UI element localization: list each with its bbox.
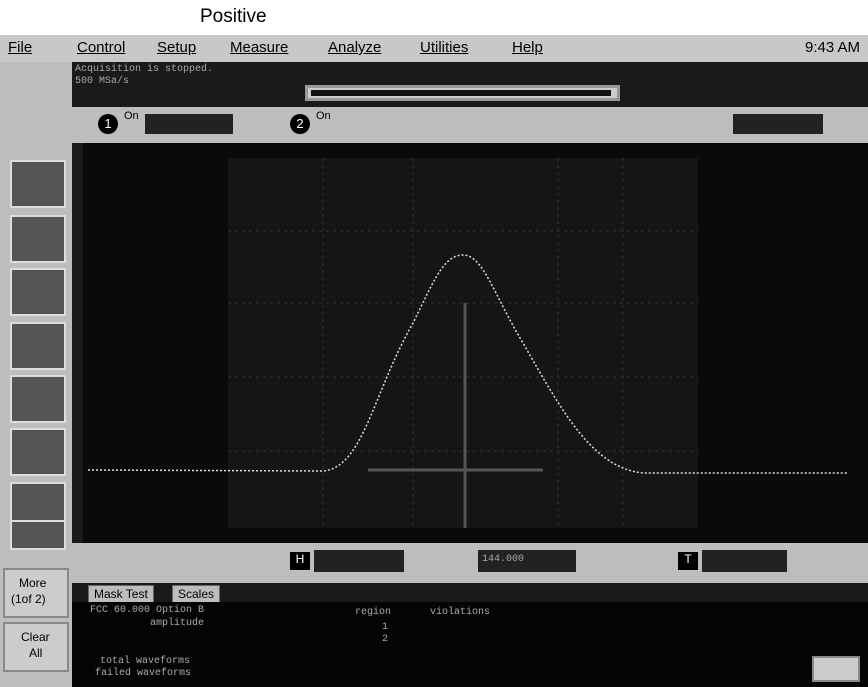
text: failed waveforms (95, 668, 192, 679)
run-stop[interactable] (812, 656, 860, 682)
h-label: H (290, 552, 310, 570)
text: 1 (382, 622, 389, 633)
trigger-field (733, 114, 823, 134)
label: (1of 2) (11, 592, 46, 606)
menu-item[interactable]: Analyze (328, 39, 382, 56)
channel-2[interactable]: 2 (290, 114, 310, 134)
tool-button[interactable] (10, 160, 66, 208)
delay-field[interactable]: 144.000 (478, 550, 576, 572)
h-field (314, 550, 404, 572)
t-label: T (678, 552, 698, 570)
title: Positive (200, 6, 267, 27)
menu-item[interactable]: Control (77, 39, 126, 56)
label: All (29, 646, 43, 660)
menu-item[interactable]: Utilities (420, 39, 469, 56)
text: 2 (382, 634, 389, 645)
tool-button[interactable] (10, 215, 66, 263)
menu-item[interactable]: Measure (230, 39, 289, 56)
tool-button[interactable] (10, 428, 66, 476)
t-field (702, 550, 787, 572)
clear-button[interactable]: Clear All (3, 622, 69, 672)
label: More (19, 576, 47, 590)
channel-field (145, 114, 233, 134)
channel-on[interactable]: On (316, 110, 331, 122)
text: region (355, 607, 392, 618)
tab[interactable]: Mask Test (88, 585, 154, 603)
tool-button[interactable] (10, 268, 66, 316)
progress (305, 85, 620, 101)
status: Acquisition is stopped. (75, 64, 214, 75)
tool-button[interactable] (10, 375, 66, 423)
menu-bar: File Control Setup Measure Analyze Utili… (0, 35, 868, 62)
results-panel (72, 602, 868, 687)
text: violations (430, 607, 491, 618)
label: Clear (21, 630, 50, 644)
text: total waveforms (100, 656, 191, 667)
more-button[interactable]: More (1of 2) (3, 568, 69, 618)
channel-1[interactable]: 1 (98, 114, 118, 134)
scope-screen (83, 143, 868, 543)
menu-item[interactable]: File (8, 39, 33, 56)
text: amplitude (150, 618, 205, 629)
tool-button[interactable] (10, 322, 66, 370)
tool-button[interactable] (10, 520, 66, 550)
menu-item[interactable]: Help (512, 39, 543, 56)
menu-item[interactable]: Setup (157, 39, 197, 56)
status: 500 MSa/s (75, 76, 130, 87)
clock: 9:43 AM (805, 39, 861, 56)
text: FCC 60.000 Option B (90, 605, 205, 616)
channel-on[interactable]: On (124, 110, 139, 122)
tab[interactable]: Scales (172, 585, 221, 603)
